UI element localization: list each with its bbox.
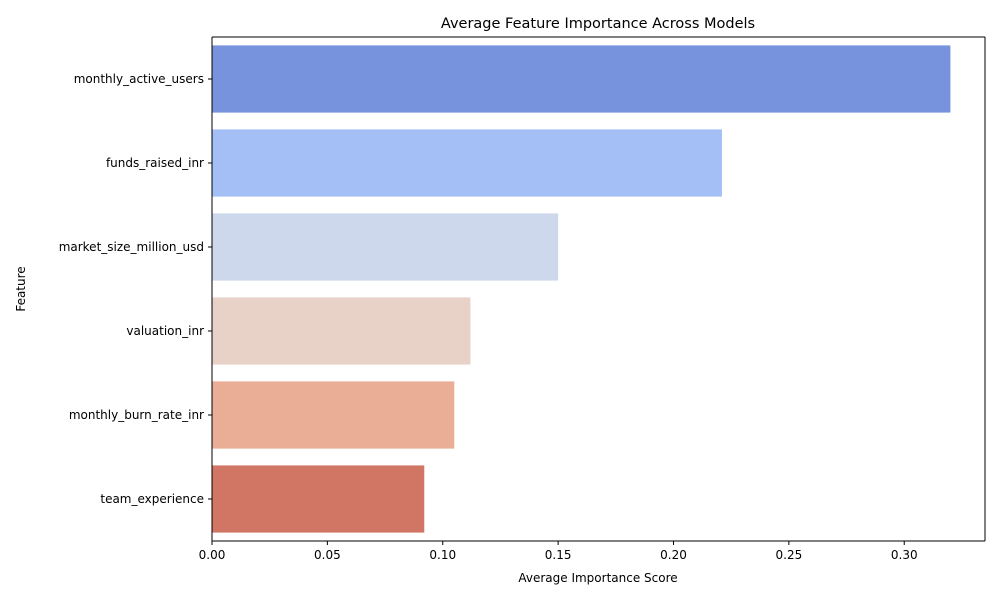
y-axis-ticks: monthly_active_users funds_raised_inrmark… — [59, 72, 212, 506]
bar-monthly-burn-rate-inr — [212, 381, 455, 449]
bars-group — [212, 45, 951, 533]
axis-spines — [211, 36, 986, 542]
bar-team-experience — [212, 465, 425, 533]
y-tick-label: monthly_burn_rate_inr — [69, 408, 204, 422]
y-tick-label: valuation_inr — [126, 324, 204, 338]
bar-valuation-inr — [212, 297, 471, 365]
x-tick-label: 0.00 — [199, 548, 226, 562]
chart-title: Average Feature Importance Across Models — [441, 16, 755, 32]
bar-monthly-active-users — [212, 45, 951, 113]
x-tick-label: 0.30 — [891, 548, 918, 562]
y-tick-label: market_size_million_usd — [59, 240, 204, 254]
x-axis-ticks: 0.00 0.05 0.10 0.15 0.20 0.25 0.30 — [199, 541, 918, 562]
y-tick-label: monthly_active_users — [74, 72, 204, 86]
x-axis-label: Average Importance Score — [518, 571, 677, 585]
bar-funds-raised-inr — [212, 129, 722, 197]
x-tick-label: 0.25 — [776, 548, 803, 562]
x-tick-label: 0.20 — [660, 548, 687, 562]
x-tick-label: 0.15 — [545, 548, 572, 562]
bar-market-size-million-usd — [212, 213, 559, 281]
y-axis-label: Feature — [14, 266, 28, 311]
y-tick-label: team_experience — [100, 492, 204, 506]
x-tick-label: 0.05 — [314, 548, 341, 562]
y-tick-label: funds_raised_inr — [106, 156, 204, 170]
x-tick-label: 0.10 — [429, 548, 456, 562]
